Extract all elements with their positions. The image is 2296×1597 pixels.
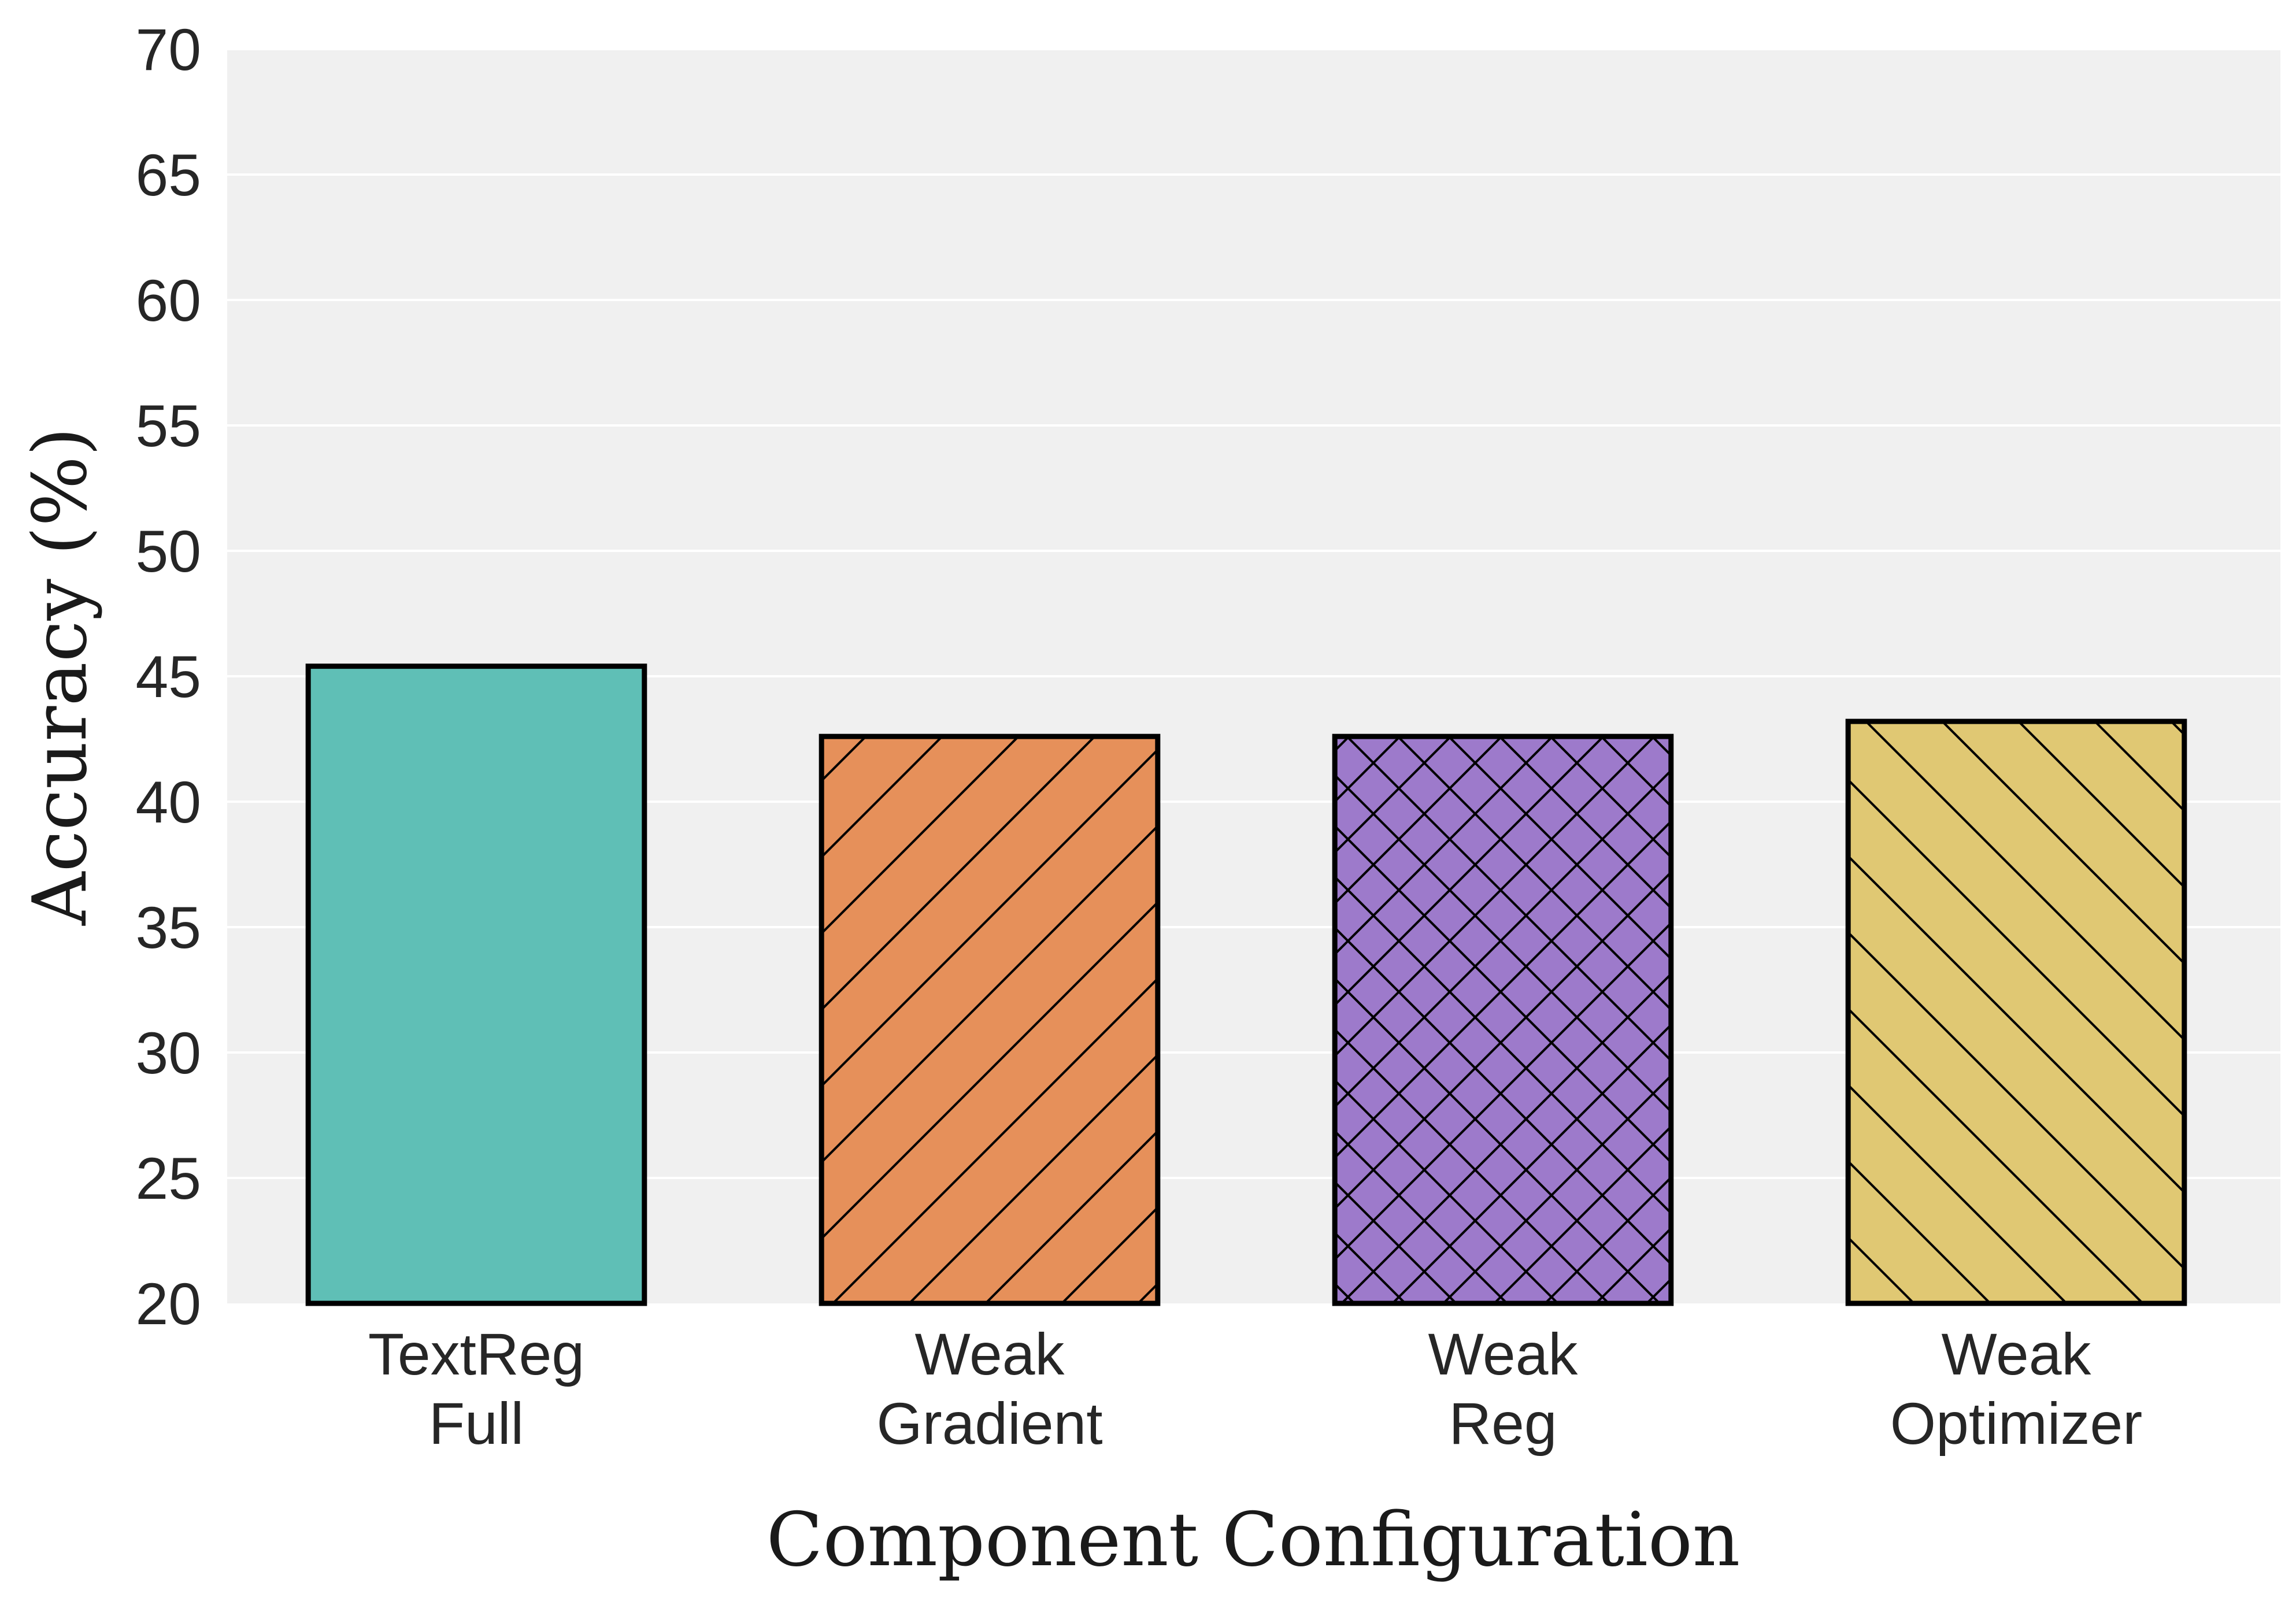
y-tick-labels: 20 25 30 35 40 45 50 55 60 65 70 bbox=[136, 17, 201, 1337]
x-axis-label: Component Configuration bbox=[766, 1497, 1740, 1583]
x-tick-labels: TextRegFullWeakGradientWeakRegWeakOptimi… bbox=[368, 1321, 2142, 1457]
y-tick-label: 55 bbox=[136, 393, 201, 459]
bar-0 bbox=[305, 664, 647, 1306]
bar-2 bbox=[1332, 733, 1674, 1306]
x-tick-label: Weak bbox=[1942, 1321, 2092, 1387]
x-tick-label: Reg bbox=[1449, 1391, 1557, 1457]
x-tick-label: Weak bbox=[915, 1321, 1065, 1387]
bars bbox=[305, 664, 2187, 1306]
y-axis-label: Accuracy (%) bbox=[17, 427, 103, 926]
bar-1 bbox=[819, 733, 1161, 1306]
y-tick-label: 35 bbox=[136, 895, 201, 961]
y-tick-label: 65 bbox=[136, 142, 201, 208]
y-tick-label: 50 bbox=[136, 518, 201, 584]
y-tick-label: 45 bbox=[136, 644, 201, 710]
y-tick-label: 70 bbox=[136, 17, 201, 83]
x-tick-label: Weak bbox=[1428, 1321, 1579, 1387]
y-tick-label: 40 bbox=[136, 769, 201, 835]
x-tick-label: TextReg bbox=[368, 1321, 584, 1387]
bar-3 bbox=[1845, 718, 2187, 1306]
x-tick-label: Full bbox=[429, 1391, 524, 1457]
x-tick-label: Gradient bbox=[876, 1391, 1102, 1457]
y-tick-label: 30 bbox=[136, 1020, 201, 1086]
y-tick-label: 60 bbox=[136, 268, 201, 334]
y-tick-label: 20 bbox=[136, 1271, 201, 1337]
y-tick-label: 25 bbox=[136, 1146, 201, 1211]
x-tick-label: Optimizer bbox=[1890, 1391, 2142, 1457]
